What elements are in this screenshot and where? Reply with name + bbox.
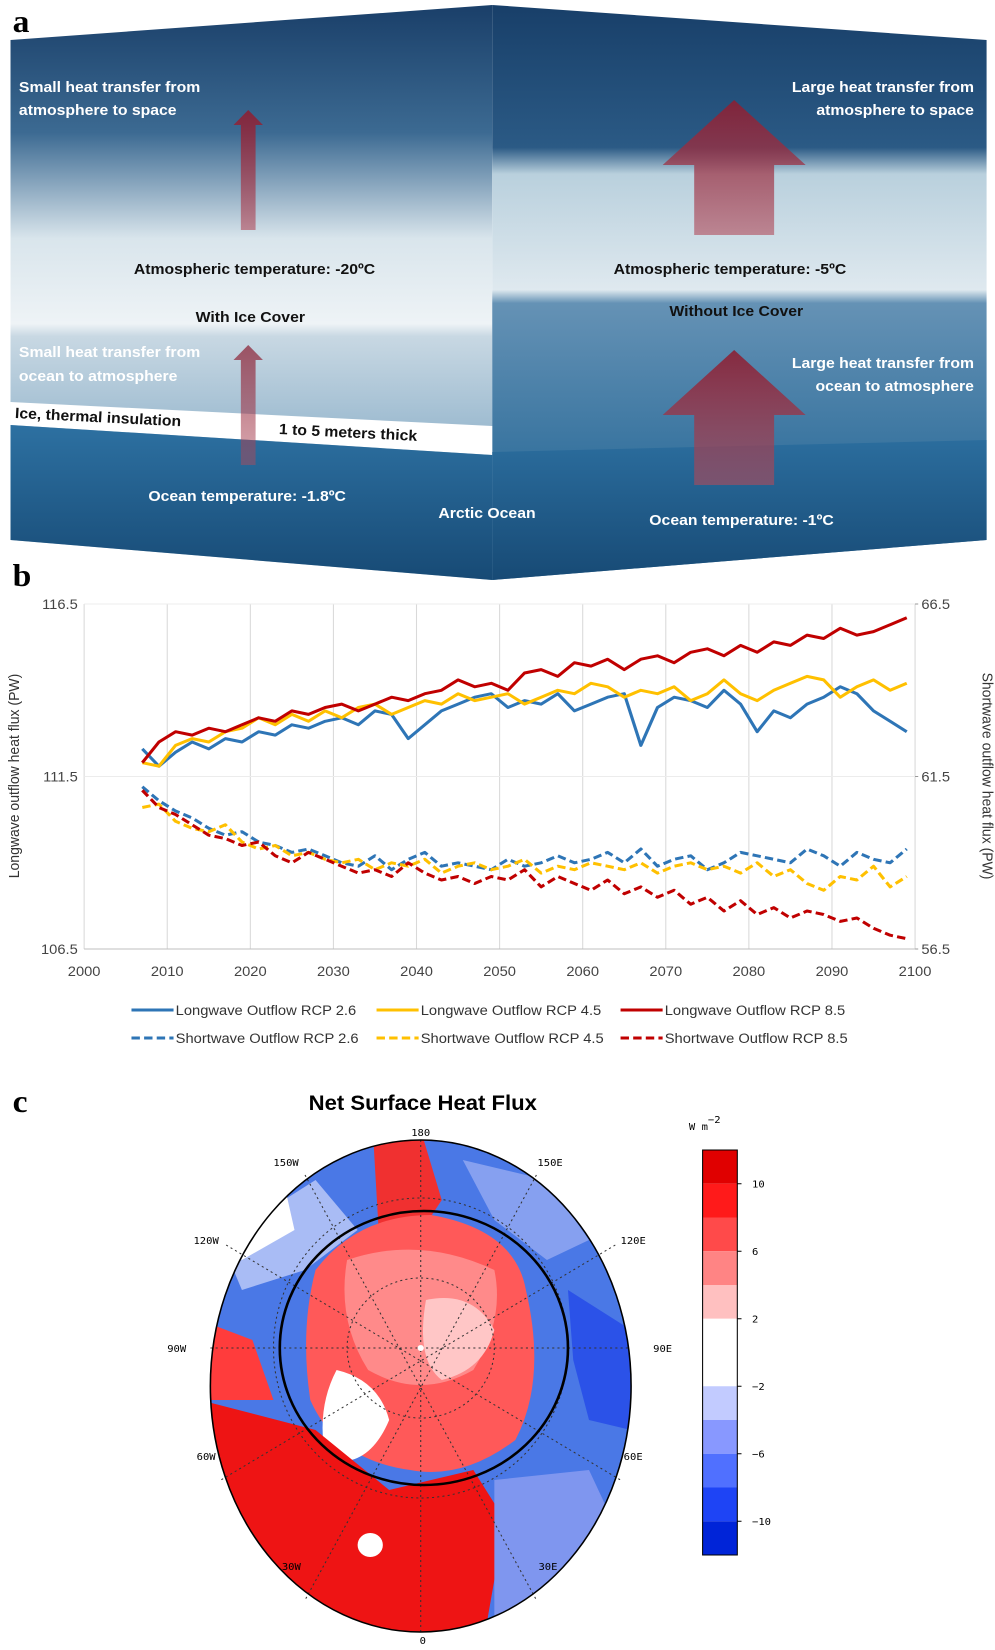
longitude-label: 60E bbox=[624, 1451, 643, 1463]
longitude-label: 90W bbox=[167, 1343, 187, 1355]
series-line bbox=[142, 790, 906, 938]
longitude-label: 90E bbox=[653, 1343, 672, 1355]
colorbar-bin bbox=[703, 1386, 738, 1420]
x-tick-label: 2080 bbox=[733, 964, 766, 980]
y-tick-label: 116.5 bbox=[42, 597, 78, 613]
label: With Ice Cover bbox=[196, 309, 305, 326]
label: Large heat transfer from bbox=[792, 79, 974, 96]
x-tick-label: 2100 bbox=[899, 964, 932, 980]
legend-label: Shortwave Outflow RCP 8.5 bbox=[665, 1031, 848, 1047]
label: Atmospheric temperature: -20ºC bbox=[134, 261, 375, 278]
colorbar-label: −2 bbox=[752, 1381, 765, 1393]
unit: W m−2 bbox=[689, 1114, 721, 1133]
label: Ocean temperature: -1.8ºC bbox=[148, 488, 346, 505]
y2-tick-label: 56.5 bbox=[921, 942, 950, 958]
colorbar-bin bbox=[703, 1218, 738, 1252]
longitude-label: 180 bbox=[411, 1127, 430, 1139]
colorbar-bin bbox=[703, 1319, 738, 1353]
x-tick-label: 2030 bbox=[317, 964, 350, 980]
x-tick-label: 2010 bbox=[151, 964, 184, 980]
pole bbox=[418, 1345, 424, 1351]
x-tick-label: 2090 bbox=[816, 964, 849, 980]
x-tick-label: 2020 bbox=[234, 964, 267, 980]
label: Large heat transfer from bbox=[792, 355, 974, 372]
colorbar-bin bbox=[703, 1454, 738, 1488]
longitude-label: 60W bbox=[197, 1451, 217, 1463]
colorbar-label: −6 bbox=[752, 1449, 765, 1461]
colorbar-label: 2 bbox=[752, 1314, 758, 1326]
label: Without Ice Cover bbox=[669, 303, 803, 320]
label: atmosphere to space bbox=[19, 102, 177, 119]
longitude-label: 150W bbox=[273, 1157, 299, 1169]
longitude-label: 120W bbox=[194, 1235, 220, 1247]
x-tick-label: 2060 bbox=[566, 964, 599, 980]
series-line bbox=[142, 618, 906, 763]
x-tick-label: 2050 bbox=[483, 964, 516, 980]
label: ocean to atmosphere bbox=[19, 368, 178, 385]
y2-tick-label: 66.5 bbox=[921, 597, 950, 613]
label: Arctic Ocean bbox=[438, 505, 535, 522]
figure: a Small heat transfer from atmosphere to… bbox=[0, 0, 995, 1650]
series-line bbox=[142, 787, 906, 870]
longitude-label: 0 bbox=[420, 1635, 426, 1647]
y2-axis-title: Shortwave outflow heat flux (PW) bbox=[978, 673, 994, 880]
map-field bbox=[358, 1533, 383, 1557]
colorbar-bin bbox=[703, 1285, 738, 1319]
colorbar-label: −10 bbox=[752, 1516, 771, 1528]
colorbar-bin bbox=[703, 1353, 738, 1387]
longitude-label: 30W bbox=[282, 1561, 302, 1573]
label: Ocean temperature: -1ºC bbox=[649, 512, 833, 529]
legend-label: Shortwave Outflow RCP 4.5 bbox=[421, 1031, 604, 1047]
colorbar-bin bbox=[703, 1150, 738, 1184]
label: ocean to atmosphere bbox=[815, 378, 974, 395]
colorbar-bin bbox=[703, 1521, 738, 1555]
label: Small heat transfer from bbox=[19, 79, 200, 96]
series-line bbox=[142, 676, 906, 766]
x-tick-label: 2040 bbox=[400, 964, 433, 980]
longitude-label: 120E bbox=[621, 1235, 646, 1247]
map-field bbox=[494, 1470, 631, 1640]
y-tick-label: 106.5 bbox=[41, 942, 78, 958]
colorbar-bin bbox=[703, 1251, 738, 1285]
label: Small heat transfer from bbox=[19, 344, 200, 361]
x-tick-label: 2070 bbox=[649, 964, 682, 980]
colorbar-bin bbox=[703, 1184, 738, 1218]
y2-tick-label: 61.5 bbox=[921, 770, 950, 786]
panel-label: b bbox=[13, 559, 32, 594]
colorbar-bin bbox=[703, 1488, 738, 1522]
series-line bbox=[142, 804, 906, 890]
legend-label: Shortwave Outflow RCP 2.6 bbox=[176, 1031, 359, 1047]
panel-label: a bbox=[13, 5, 30, 40]
longitude-label: 150E bbox=[537, 1157, 562, 1169]
label: atmosphere to space bbox=[816, 102, 974, 119]
colorbar-bin bbox=[703, 1420, 738, 1454]
series-line bbox=[142, 687, 906, 766]
x-tick-label: 2000 bbox=[68, 964, 101, 980]
legend-label: Longwave Outflow RCP 8.5 bbox=[665, 1003, 846, 1019]
panel-a: a Small heat transfer from atmosphere to… bbox=[11, 5, 987, 580]
colorbar-label: 10 bbox=[752, 1179, 765, 1191]
longitude-label: 30E bbox=[538, 1561, 557, 1573]
panel-b: b Longwave outflow heat flux (PW) Shortw… bbox=[7, 559, 995, 1047]
legend-label: Longwave Outflow RCP 4.5 bbox=[421, 1003, 602, 1019]
unit-exponent: −2 bbox=[708, 1114, 721, 1126]
y-axis-title: Longwave outflow heat flux (PW) bbox=[7, 674, 23, 879]
unit-base: W m bbox=[689, 1121, 708, 1133]
panel-label: c bbox=[13, 1085, 28, 1120]
label: Atmospheric temperature: -5ºC bbox=[614, 261, 847, 278]
y-tick-label: 111.5 bbox=[43, 770, 78, 786]
map-title: Net Surface Heat Flux bbox=[309, 1091, 537, 1115]
legend-label: Longwave Outflow RCP 2.6 bbox=[176, 1003, 357, 1019]
colorbar-label: 6 bbox=[752, 1246, 758, 1258]
